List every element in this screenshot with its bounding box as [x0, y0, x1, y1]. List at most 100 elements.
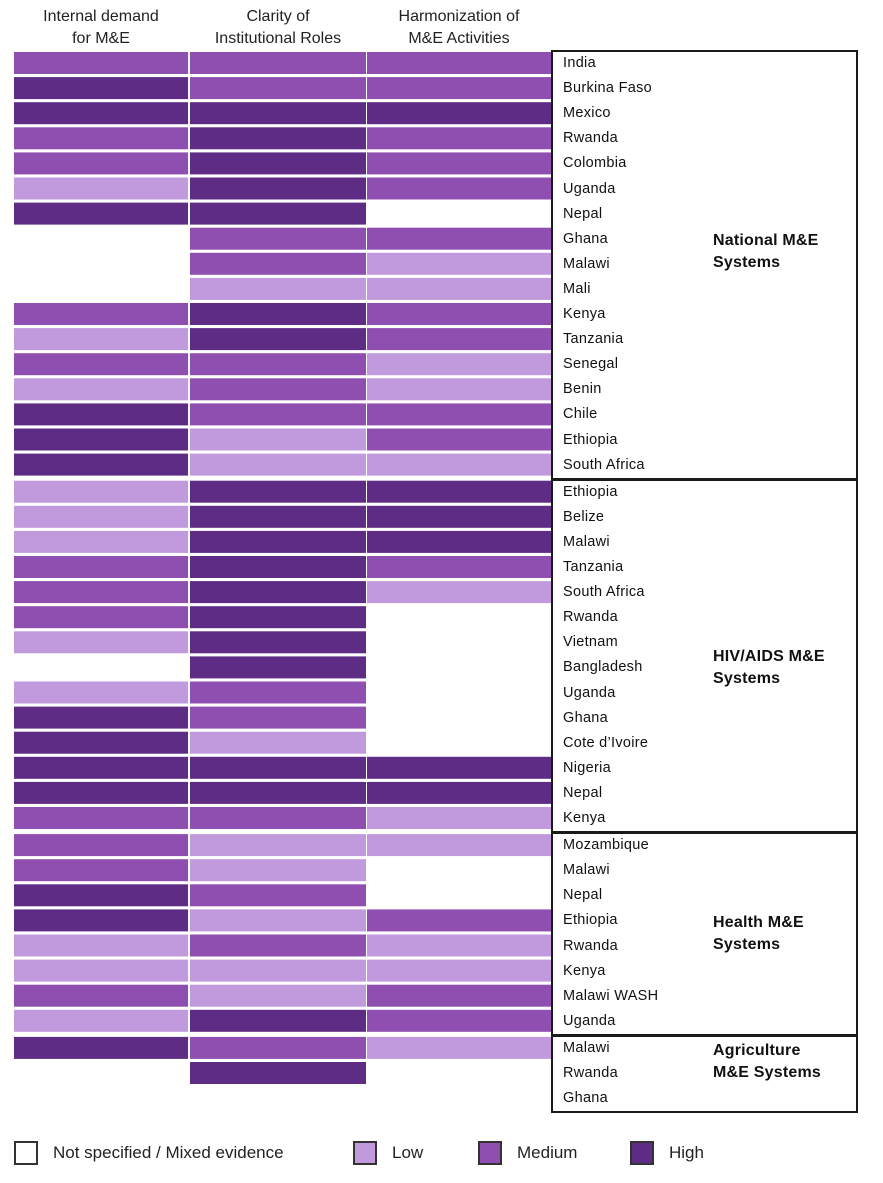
heatmap-cell [14, 959, 188, 982]
heatmap-cell [367, 781, 551, 804]
country-label: Rwanda [563, 609, 618, 626]
heatmap-cell [367, 807, 551, 829]
heatmap-cell [190, 884, 366, 907]
heatmap-cell [190, 606, 366, 629]
column-header-line: Clarity of [246, 8, 310, 25]
country-label: South Africa [563, 584, 645, 601]
country-label: Malawi [563, 1039, 610, 1056]
column-header: Harmonization of M&E Activities [367, 6, 551, 50]
heatmap-cell [190, 706, 366, 729]
heatmap-cell [190, 77, 366, 100]
heatmap-cell [190, 252, 366, 275]
heatmap-cell [14, 606, 188, 629]
group-label-national: National M&E Systems [713, 230, 819, 274]
heatmap-cell [367, 328, 551, 351]
heatmap-cell [14, 505, 188, 528]
country-label: Belize [563, 508, 605, 525]
heatmap-cell [190, 807, 366, 829]
heatmap-cell [190, 52, 366, 74]
legend-swatch [353, 1141, 377, 1165]
heatmap-cell [367, 252, 551, 275]
heatmap-cell [14, 52, 188, 74]
country-label: India [563, 55, 596, 71]
country-label: South Africa [563, 456, 645, 473]
heatmap-cell [190, 102, 366, 125]
column-header-line: for M&E [72, 30, 130, 47]
heatmap-cell [14, 177, 188, 200]
legend-label: Low [392, 1143, 424, 1162]
country-label: Rwanda [563, 1065, 618, 1081]
heatmap-cell [14, 984, 188, 1007]
heatmap-cell [14, 428, 188, 451]
country-label: Kenya [563, 810, 606, 826]
group-label-line: Systems [713, 936, 781, 953]
heatmap-cell [190, 556, 366, 578]
group-box-health [551, 832, 858, 1036]
heatmap-cell [367, 1009, 551, 1032]
heatmap-cell [190, 127, 366, 150]
heatmap-cell [367, 127, 551, 150]
heatmap-cell [367, 403, 551, 426]
country-label: Malawi [563, 255, 610, 272]
group-label-agriculture: Agriculture M&E Systems [713, 1040, 821, 1084]
heatmap-cell [190, 177, 366, 200]
heatmap-cell [14, 581, 188, 604]
heatmap-cell [14, 403, 188, 426]
heatmap-cell [14, 1036, 188, 1059]
country-label: Cote d’Ivoire [563, 734, 649, 751]
heatmap-cell [14, 353, 188, 376]
group-label-line: National M&E [713, 232, 819, 250]
column-header: Clarity of Institutional Roles [190, 6, 366, 50]
country-label: Vietnam [563, 634, 619, 651]
legend-swatch [14, 1141, 38, 1165]
heatmap-cell [14, 756, 188, 779]
group-label-line: HIV/AIDS M&E [713, 648, 825, 666]
heatmap-cell [14, 378, 188, 401]
heatmap-cell [190, 303, 366, 325]
country-label: Malawi [563, 533, 610, 550]
country-label: Uganda [563, 684, 616, 701]
country-label: Ethiopia [563, 483, 618, 500]
heatmap-cell [367, 303, 551, 325]
country-label: Chile [563, 406, 598, 423]
heatmap-cell [190, 1062, 366, 1084]
group-label-line: Agriculture [713, 1041, 801, 1059]
heatmap-cell [367, 428, 551, 451]
country-label: Ethiopia [563, 912, 618, 929]
column-header-line: Internal demand [43, 8, 159, 25]
heatmap-cell [367, 834, 551, 857]
heatmap-cell [14, 102, 188, 125]
column-header: Internal demand for M&E [14, 6, 188, 50]
heatmap-cell [367, 177, 551, 200]
country-label: Mali [563, 280, 591, 297]
country-label: Ghana [563, 1090, 609, 1107]
heatmap-cell [190, 403, 366, 426]
heatmap-cell [367, 959, 551, 982]
group-box-hiv-aids [551, 478, 858, 834]
heatmap-cell [14, 934, 188, 957]
heatmap-cell [14, 781, 188, 804]
heatmap-cell [367, 227, 551, 250]
country-label: Nepal [563, 887, 603, 904]
country-label: Burkina Faso [563, 80, 653, 97]
heatmap-cell [190, 353, 366, 376]
heatmap-cell [367, 556, 551, 578]
heatmap-cell [14, 807, 188, 829]
heatmap-cell [14, 1009, 188, 1032]
heatmap-cell [190, 505, 366, 528]
heatmap-cell [190, 1009, 366, 1032]
heatmap-cell [190, 984, 366, 1007]
legend-label: Not specified / Mixed evidence [53, 1143, 284, 1162]
heatmap-cell [190, 834, 366, 857]
group-label-health: Health M&E Systems [713, 912, 804, 956]
heatmap-cell [367, 453, 551, 476]
heatmap-cell [190, 731, 366, 754]
country-label: Bangladesh [563, 659, 643, 676]
heatmap-cell [190, 959, 366, 982]
heatmap-cell [14, 77, 188, 100]
legend-label: High [669, 1143, 704, 1162]
heatmap-cell [14, 706, 188, 729]
group-box-agriculture [551, 1034, 858, 1114]
heatmap-cell [367, 984, 551, 1007]
